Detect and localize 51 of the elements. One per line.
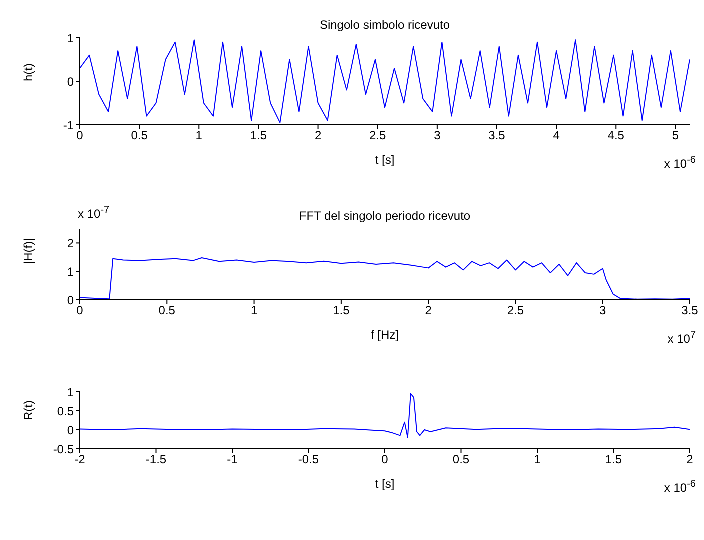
y-tick-label: 1 (67, 264, 74, 279)
x-tick-label: 1 (196, 128, 203, 143)
y-tick-label: -1 (63, 118, 74, 132)
x-tick-label: 2.5 (507, 304, 524, 318)
x-tick-label: -1.5 (146, 452, 167, 467)
y-tick-label: -0.5 (53, 442, 74, 456)
x-tick-label: 1.5 (250, 128, 268, 143)
x-tick-label: 1.5 (605, 452, 622, 467)
text: x 10$^{-6}$ (664, 479, 696, 495)
y-tick-label: 0 (67, 74, 74, 89)
x-tick-label: 4 (553, 128, 560, 143)
y-tick-label: 2 (67, 236, 74, 250)
x-tick-label: 1.5 (333, 304, 350, 318)
x-tick-label: 2 (425, 304, 432, 318)
x-tick-label: 5 (672, 128, 680, 143)
y-axis-title: R(t) (21, 400, 36, 420)
y-axis-title: h(t) (21, 63, 36, 82)
x-tick-label: -2 (74, 452, 86, 467)
x-tick-label: 0.5 (158, 304, 176, 318)
y-tick-label: 1 (67, 31, 74, 46)
x-tick-label: -1 (227, 452, 238, 467)
y-tick-label: 0 (67, 293, 74, 308)
text: x 10$^{-6}$ (664, 155, 696, 171)
x-tick-label: 2 (686, 452, 694, 467)
x-tick-label: 4.5 (608, 128, 625, 143)
text: x 10$^{-7}$ (78, 205, 110, 221)
x-tick-label: 0.5 (131, 128, 148, 143)
y-tick-label: 0 (67, 423, 74, 438)
x-axis-title: t [s] (375, 153, 395, 167)
x-tick-label: 1 (250, 304, 258, 318)
y-tick-label: 0.5 (57, 404, 74, 418)
x-tick-label: 0 (76, 128, 84, 143)
x-tick-label: 0.5 (452, 452, 470, 467)
y-axis-title: |H(f)| (21, 238, 36, 264)
x-tick-label: 2 (314, 128, 322, 143)
x-tick-label: 0 (382, 452, 389, 467)
x-axis-title: t [s] (375, 477, 395, 491)
x-tick-label: 3.5 (488, 128, 506, 143)
x-tick-label: 3 (600, 304, 607, 318)
line-series (80, 393, 690, 438)
y-tick-label: 1 (67, 385, 74, 400)
x-tick-label: 2.5 (370, 128, 387, 143)
x-axis-title: f [Hz] (370, 328, 400, 342)
x-tick-label: 1 (534, 452, 542, 467)
x-tick-label: -0.5 (298, 452, 320, 467)
chart-title: Singolo simbolo ricevuto (318, 18, 452, 32)
x-tick-label: 0 (76, 304, 84, 318)
text: x 10$^{7}$ (668, 330, 696, 346)
x-tick-label: 3 (434, 128, 442, 143)
x-tick-label: 3.5 (682, 304, 699, 318)
chart-title: FFT del singolo periodo ricevuto (299, 209, 471, 223)
